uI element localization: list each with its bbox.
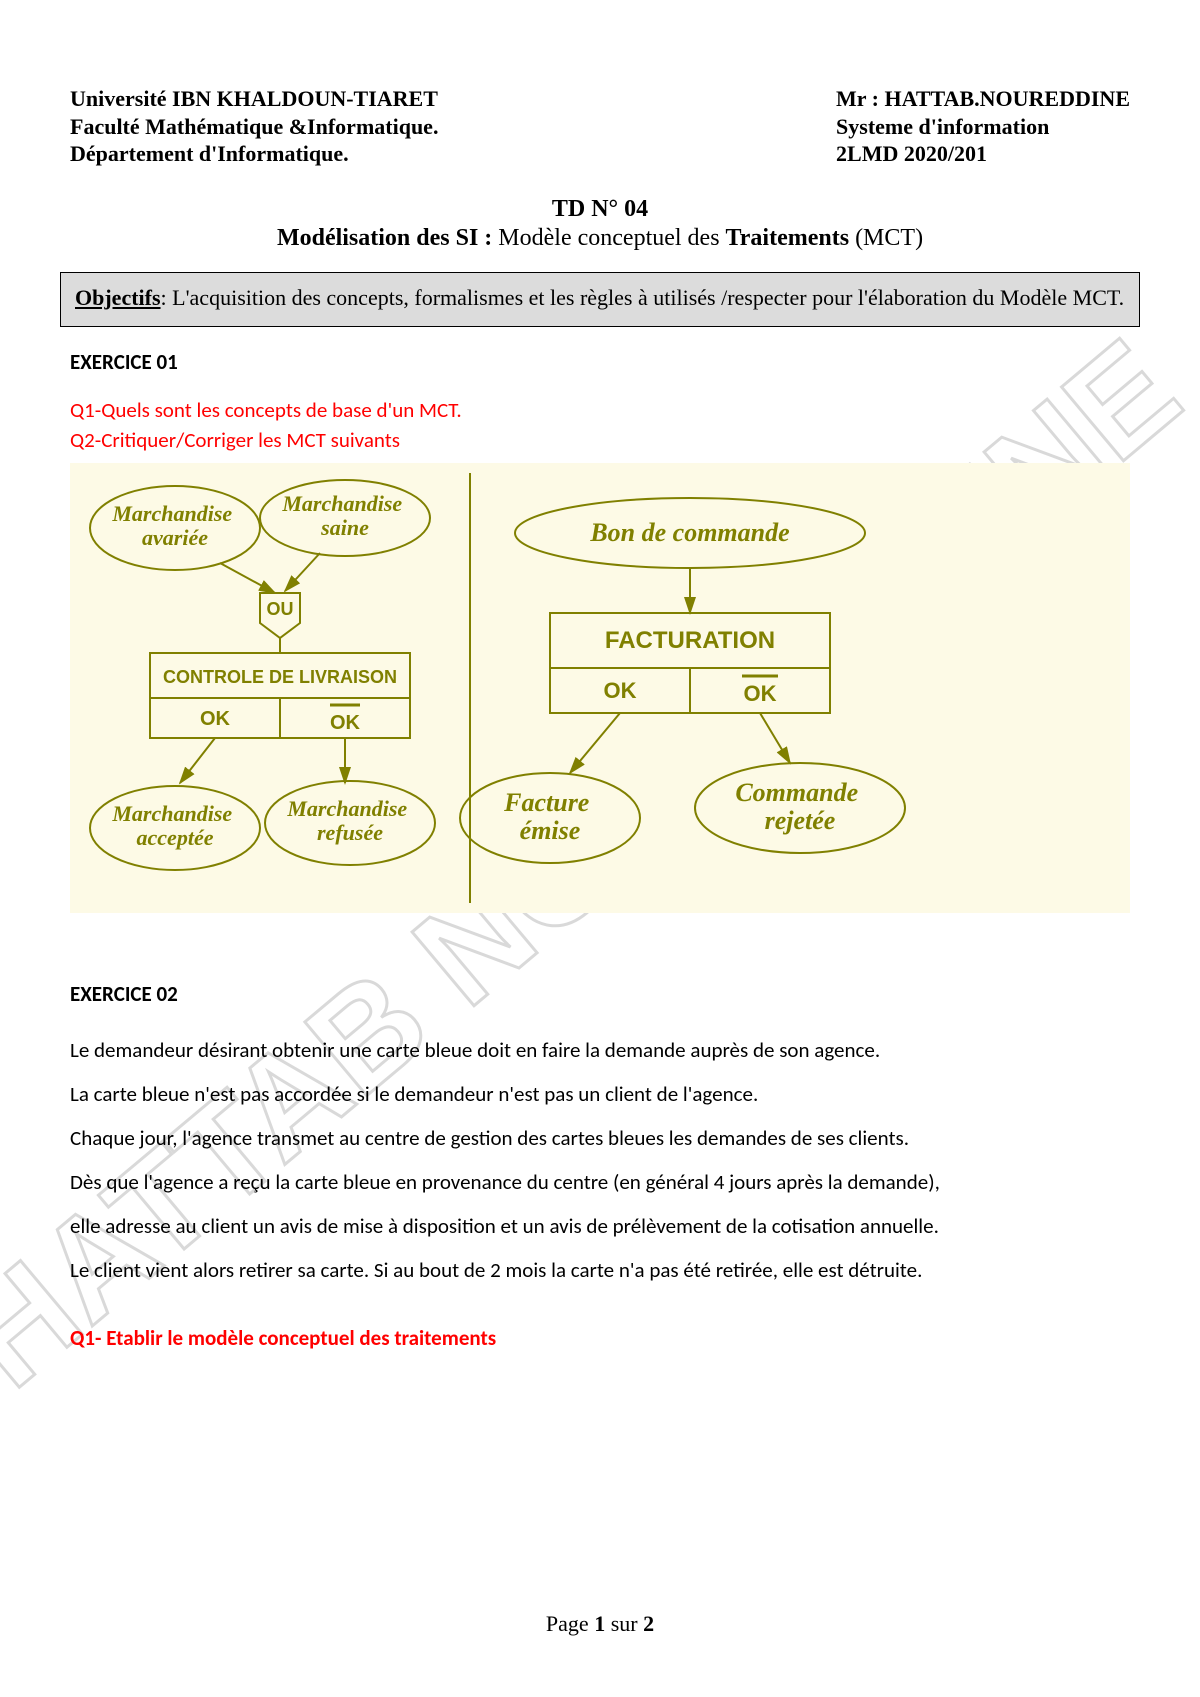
svg-text:Marchandise acceptée: Marchandise acceptée <box>111 801 237 850</box>
exercice-2-p5: elle adresse au client un avis de mise à… <box>70 1205 1130 1247</box>
exercice-1-q1: Q1-Quels sont les concepts de base d'un … <box>70 397 1130 423</box>
svg-text:OU: OU <box>267 599 294 619</box>
exercice-2-p6: Le client vient alors retirer sa carte. … <box>70 1249 1130 1291</box>
document-subtitle: Modélisation des SI : Modèle conceptuel … <box>70 225 1130 252</box>
exercice-2-q1: Q1- Etablir le modèle conceptuel des tra… <box>70 1325 1130 1351</box>
svg-text:Facture émise: Facture émise <box>503 788 596 845</box>
svg-text:Bon de commande: Bon de commande <box>589 518 789 547</box>
svg-text:OK: OK <box>200 708 231 730</box>
exercice-2-p1: Le demandeur désirant obtenir une carte … <box>70 1029 1130 1071</box>
document-header: Université IBN KHALDOUN-TIARET Faculté M… <box>70 85 1130 168</box>
header-left: Université IBN KHALDOUN-TIARET Faculté M… <box>70 85 438 168</box>
svg-text:CONTROLE DE LIVRAISON: CONTROLE DE LIVRAISON <box>163 667 397 687</box>
department-name: Département d'Informatique. <box>70 140 438 168</box>
exercice-2-title: EXERCICE 02 <box>70 981 1130 1007</box>
svg-text:Marchandise saine: Marchandise saine <box>281 491 407 540</box>
instructor-name: Mr : HATTAB.NOUREDDINE <box>836 85 1130 113</box>
svg-text:Marchandise avariée: Marchandise avariée <box>111 501 237 550</box>
course-name: Systeme d'information <box>836 113 1130 141</box>
svg-text:Commande rejetée: Commande rejetée <box>735 778 864 835</box>
svg-text:FACTURATION: FACTURATION <box>605 627 775 654</box>
exercice-1-title: EXERCICE 01 <box>70 349 1130 375</box>
objectives-text: : L'acquisition des concepts, formalisme… <box>161 285 1125 310</box>
exercice-1-q2: Q2-Critiquer/Corriger les MCT suivants <box>70 427 1130 453</box>
svg-text:OK: OK <box>744 681 777 706</box>
page-footer: Page 1 sur 2 <box>0 1611 1200 1637</box>
academic-year: 2LMD 2020/201 <box>836 140 1130 168</box>
svg-text:Marchandise refusée: Marchandise refusée <box>286 796 412 845</box>
exercice-2-p4: Dès que l'agence a reçu la carte bleue e… <box>70 1161 1130 1203</box>
university-name: Université IBN KHALDOUN-TIARET <box>70 85 438 113</box>
td-number: TD N° 04 <box>70 196 1130 223</box>
objectives-label: Objectifs <box>75 285 161 310</box>
mct-diagrams: Marchandise avariée Marchandise saine OU… <box>70 463 1130 913</box>
header-right: Mr : HATTAB.NOUREDDINE Systeme d'informa… <box>836 85 1130 168</box>
objectives-box: Objectifs: L'acquisition des concepts, f… <box>60 272 1140 328</box>
svg-text:OK: OK <box>330 712 361 734</box>
exercice-2-p2: La carte bleue n'est pas accordée si le … <box>70 1073 1130 1115</box>
exercice-2-p3: Chaque jour, l'agence transmet au centre… <box>70 1117 1130 1159</box>
faculty-name: Faculté Mathématique &Informatique. <box>70 113 438 141</box>
svg-text:OK: OK <box>604 678 637 703</box>
